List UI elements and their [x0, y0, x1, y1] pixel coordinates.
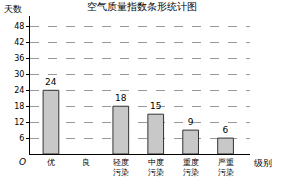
svg-text:36: 36 — [14, 54, 24, 63]
svg-text:24: 24 — [14, 86, 24, 95]
svg-text:15: 15 — [150, 101, 161, 111]
svg-text:中度污染: 中度污染 — [148, 158, 164, 177]
svg-text:18: 18 — [14, 102, 24, 111]
svg-text:良: 良 — [82, 158, 90, 167]
svg-text:9: 9 — [188, 117, 194, 127]
svg-text:12: 12 — [14, 118, 24, 127]
svg-text:空气质量指数条形统计图: 空气质量指数条形统计图 — [87, 1, 197, 12]
svg-text:级别: 级别 — [254, 158, 272, 168]
svg-text:6: 6 — [223, 125, 229, 135]
svg-text:6: 6 — [19, 134, 24, 143]
svg-text:42: 42 — [14, 38, 24, 47]
svg-text:O: O — [19, 157, 26, 167]
svg-text:天数: 天数 — [4, 4, 22, 14]
svg-text:严重污染: 严重污染 — [218, 158, 234, 177]
svg-text:18: 18 — [115, 93, 127, 103]
svg-text:48: 48 — [14, 22, 24, 31]
svg-text:优: 优 — [47, 158, 55, 167]
svg-text:30: 30 — [14, 70, 24, 79]
svg-text:轻度污染: 轻度污染 — [113, 158, 129, 177]
svg-text:24: 24 — [45, 77, 57, 87]
svg-text:重度污染: 重度污染 — [183, 158, 199, 177]
